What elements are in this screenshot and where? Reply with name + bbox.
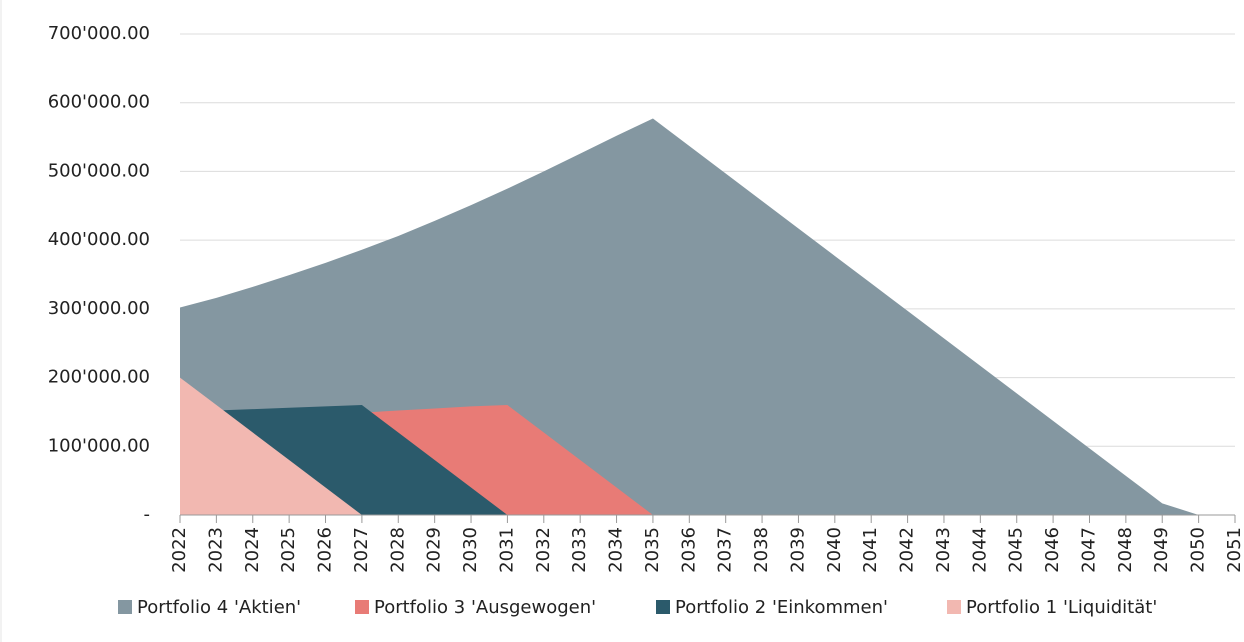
y-tick-label: 300'000.00 (48, 298, 150, 319)
x-tick-label: 2025 (278, 527, 299, 573)
y-tick-label: 600'000.00 (48, 92, 150, 113)
x-tick-label: 2032 (533, 527, 554, 573)
x-tick-label: 2041 (860, 527, 881, 573)
x-tick-label: 2030 (460, 527, 481, 573)
legend-swatch (947, 600, 961, 614)
x-tick-label: 2040 (824, 527, 845, 573)
x-tick-label: 2026 (315, 527, 336, 573)
x-tick-label: 2038 (751, 527, 772, 573)
y-tick-label: 400'000.00 (48, 229, 150, 250)
legend-label: Portfolio 4 'Aktien' (137, 597, 301, 618)
x-tick-label: 2034 (606, 527, 627, 573)
x-tick-label: 2046 (1042, 527, 1063, 573)
legend-swatch (118, 600, 132, 614)
x-tick-label: 2028 (387, 527, 408, 573)
x-tick-label: 2051 (1224, 527, 1244, 573)
y-tick-label: 100'000.00 (48, 435, 150, 456)
legend-label: Portfolio 1 'Liquidität' (966, 597, 1157, 618)
area (180, 377, 362, 515)
x-tick-label: 2037 (715, 527, 736, 573)
x-tick-label: 2050 (1188, 527, 1209, 573)
y-tick-label: 200'000.00 (48, 367, 150, 388)
x-tick-label: 2023 (205, 527, 226, 573)
legend-item: Portfolio 2 'Einkommen' (656, 597, 888, 618)
x-tick-label: 2048 (1115, 527, 1136, 573)
legend-label: Portfolio 3 'Ausgewogen' (374, 597, 596, 618)
y-tick-label: 500'000.00 (48, 160, 150, 181)
y-tick-label: - (144, 504, 151, 525)
x-tick-label: 2036 (678, 527, 699, 573)
legend-item: Portfolio 4 'Aktien' (118, 597, 301, 618)
x-tick-label: 2039 (787, 527, 808, 573)
legend-item: Portfolio 1 'Liquidität' (947, 597, 1157, 618)
x-tick-label: 2022 (169, 527, 190, 573)
x-tick-label: 2049 (1151, 527, 1172, 573)
x-tick-label: 2035 (642, 527, 663, 573)
x-tick-label: 2031 (496, 527, 517, 573)
x-tick-label: 2044 (969, 527, 990, 573)
legend-swatch (355, 600, 369, 614)
legend-label: Portfolio 2 'Einkommen' (675, 597, 888, 618)
legend-item: Portfolio 3 'Ausgewogen' (355, 597, 596, 618)
x-tick-label: 2042 (897, 527, 918, 573)
x-tick-label: 2027 (351, 527, 372, 573)
legend-swatch (656, 600, 670, 614)
x-tick-label: 2029 (424, 527, 445, 573)
x-tick-label: 2047 (1078, 527, 1099, 573)
x-tick-label: 2033 (569, 527, 590, 573)
x-tick-label: 2024 (242, 527, 263, 573)
x-tick-label: 2043 (933, 527, 954, 573)
y-tick-label: 700'000.00 (48, 23, 150, 44)
x-tick-label: 2045 (1006, 527, 1027, 573)
